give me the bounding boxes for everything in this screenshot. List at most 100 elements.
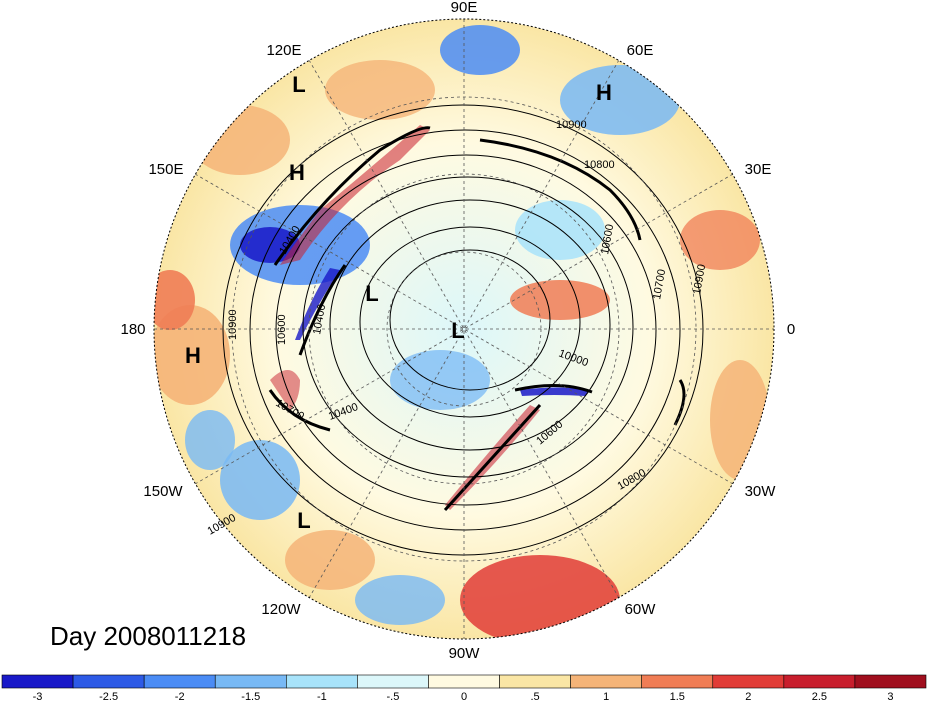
pressure-system-label: H: [185, 343, 201, 368]
positive-anomaly: [510, 280, 610, 320]
pressure-system-label: L: [292, 72, 305, 97]
colorbar-segment: [286, 674, 358, 689]
colorbar-segment: [72, 674, 145, 689]
colorbar: -3 -2.5 -2 -1.5 -1 -.5 0 .5 1 1.5 2 2.5 3: [1, 674, 927, 702]
latitude-circle: [308, 173, 620, 485]
pressure-system-label: L: [297, 508, 310, 533]
longitude-label: 90E: [451, 0, 478, 16]
jet-outline: [298, 264, 347, 356]
colorbar-segment: [357, 674, 429, 689]
jet-outlines: [268, 126, 686, 512]
colorbar-segment: [570, 674, 642, 689]
negative-anomaly: [560, 65, 680, 135]
jet-streak: [520, 387, 590, 396]
longitude-label: 30E: [745, 161, 772, 178]
colorbar-segment: [1, 674, 74, 689]
meridian: [308, 59, 620, 599]
colorbar-tick-label: 0: [461, 691, 467, 702]
colorbar-tick-label: 1: [603, 691, 609, 702]
height-contour: [275, 154, 657, 506]
jet-outline: [673, 379, 686, 426]
colorbar-segment: [143, 674, 216, 689]
colorbar-tick-label: -2.5: [99, 691, 118, 702]
pressure-system-labels: L H H L L H L: [185, 72, 612, 533]
longitude-label: 180: [120, 321, 145, 338]
colorbar-segment: [428, 674, 500, 689]
negative-anomaly: [355, 575, 445, 625]
contour-label: 10400: [311, 303, 328, 335]
longitude-label: 120E: [266, 42, 301, 59]
colorbar-tick-label: -3: [33, 691, 43, 702]
negative-anomaly: [390, 350, 490, 410]
colorbar-segment: [712, 674, 785, 689]
longitude-label: 120W: [261, 601, 301, 618]
latitude-circle: [231, 96, 697, 562]
contour-label: 10600: [276, 314, 288, 345]
pressure-system-label: L: [365, 281, 378, 306]
positive-anomaly: [154, 270, 195, 330]
jet-streak: [270, 370, 300, 410]
colorbar-tick-label: -2: [175, 691, 185, 702]
positive-anomaly: [190, 105, 290, 175]
colorbar-tick-label: -1.5: [241, 691, 260, 702]
height-contour: [302, 176, 634, 478]
colorbar-segment: [214, 674, 287, 689]
positive-anomaly: [285, 530, 375, 590]
colorbar-tick-label: -1: [317, 691, 327, 702]
contour-label: 10700: [651, 268, 668, 300]
jet-outline: [443, 403, 542, 512]
longitude-label: 60W: [625, 601, 657, 618]
jet-streak: [295, 268, 340, 340]
meridian: [194, 173, 734, 485]
negative-anomaly: [220, 440, 300, 520]
colorbar-segment: [499, 674, 571, 689]
colorbar-segment: [854, 674, 927, 689]
latitude-circle: [386, 251, 542, 407]
longitude-labels: 90E 60E 30E 0 30W 60W 90W 120W 150W 180 …: [120, 0, 795, 662]
pressure-system-label: H: [596, 80, 612, 105]
anomaly-shading: [154, 25, 770, 639]
negative-anomaly: [185, 410, 235, 470]
contour-label: 10600: [599, 223, 616, 255]
height-contour: [222, 104, 704, 556]
longitude-label: 60E: [627, 42, 654, 59]
negative-anomaly: [515, 200, 605, 260]
colorbar-tick-label: -.5: [387, 691, 400, 702]
meridian: [308, 59, 620, 599]
contour-label: 10800: [584, 159, 615, 171]
longitude-label: 150E: [148, 161, 183, 178]
longitude-label: 0: [787, 321, 795, 338]
contour-label: 10900: [556, 119, 587, 131]
colorbar-tick-label: 3: [887, 691, 893, 702]
height-contour: [389, 249, 551, 391]
longitude-label: 150W: [143, 483, 183, 500]
date-label: Day 2008011218: [50, 621, 246, 651]
colorbar-tick-label: 2: [745, 691, 751, 702]
jet-outline: [273, 126, 431, 266]
graticule: [154, 19, 774, 639]
contour-label: 10900: [691, 263, 708, 295]
pressure-system-label: L: [451, 318, 464, 343]
positive-anomaly: [325, 60, 435, 120]
positive-anomaly: [710, 360, 770, 480]
map-boundary: [153, 18, 775, 640]
positive-anomaly: [680, 210, 760, 270]
meridian: [194, 173, 734, 485]
contour-label: 10900: [227, 309, 239, 340]
height-contour: [329, 199, 611, 451]
map-background: [154, 19, 774, 639]
height-contour: [359, 226, 581, 418]
positive-anomaly: [460, 555, 620, 639]
jet-outline: [268, 389, 331, 432]
colorbar-tick-label: 1.5: [670, 691, 685, 702]
longitude-label: 90W: [449, 645, 481, 662]
jet-outline: [514, 383, 593, 394]
longitude-label: 30W: [745, 483, 777, 500]
map-disc: [154, 19, 774, 639]
height-contour: [249, 129, 681, 531]
pressure-system-label: H: [289, 160, 305, 185]
colorbar-tick-label: .5: [530, 691, 539, 702]
colorbar-tick-label: 2.5: [812, 691, 827, 702]
